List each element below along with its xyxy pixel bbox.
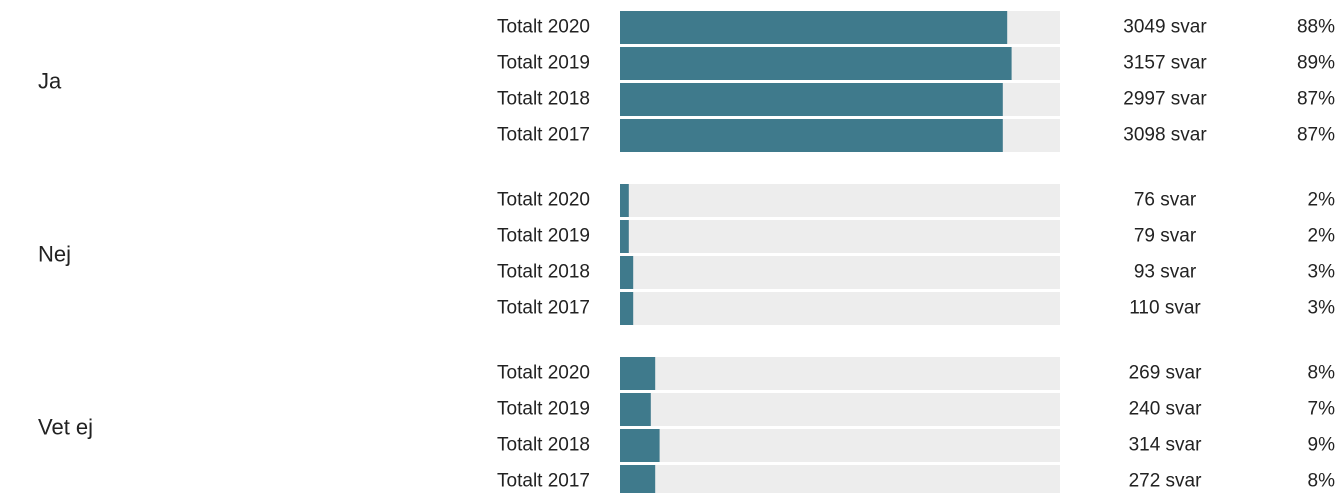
bar	[620, 184, 629, 217]
percent-label: 88%	[1297, 17, 1335, 38]
row-label: Totalt 2017	[497, 125, 590, 146]
bar-track	[620, 465, 1060, 493]
row-label: Totalt 2018	[497, 262, 590, 283]
count-label: 314 svar	[1129, 435, 1203, 456]
row-label: Totalt 2020	[497, 363, 590, 384]
count-label: 240 svar	[1129, 399, 1203, 420]
count-label: 79 svar	[1134, 226, 1197, 247]
bar	[620, 83, 1003, 116]
percent-label: 87%	[1297, 125, 1335, 146]
bar	[620, 465, 656, 493]
count-label: 3049 svar	[1123, 17, 1207, 38]
percent-label: 8%	[1308, 471, 1336, 492]
bar	[620, 256, 634, 289]
group-label: Ja	[38, 68, 62, 93]
count-label: 272 svar	[1129, 471, 1203, 492]
count-label: 2997 svar	[1123, 89, 1207, 110]
bar-track	[620, 429, 1060, 462]
bar	[620, 220, 629, 253]
percent-label: 2%	[1308, 226, 1336, 247]
percent-label: 9%	[1308, 435, 1336, 456]
percent-label: 89%	[1297, 53, 1335, 74]
count-label: 76 svar	[1134, 190, 1197, 211]
row-label: Totalt 2019	[497, 226, 590, 247]
row-label: Totalt 2020	[497, 17, 590, 38]
count-label: 3157 svar	[1123, 53, 1207, 74]
bar	[620, 292, 634, 325]
bar-track	[620, 184, 1060, 217]
percent-label: 3%	[1308, 262, 1336, 283]
bar-track	[620, 393, 1060, 426]
row-label: Totalt 2018	[497, 89, 590, 110]
bar	[620, 429, 660, 462]
bar-track	[620, 292, 1060, 325]
row-label: Totalt 2019	[497, 399, 590, 420]
percent-label: 2%	[1308, 190, 1336, 211]
bar	[620, 11, 1008, 44]
row-label: Totalt 2017	[497, 298, 590, 319]
group-label: Vet ej	[38, 414, 93, 439]
bar-track	[620, 220, 1060, 253]
row-label: Totalt 2020	[497, 190, 590, 211]
count-label: 93 svar	[1134, 262, 1197, 283]
count-label: 110 svar	[1129, 298, 1201, 319]
row-label: Totalt 2019	[497, 53, 590, 74]
bar	[620, 393, 651, 426]
percent-label: 8%	[1308, 363, 1336, 384]
percent-label: 87%	[1297, 89, 1335, 110]
row-label: Totalt 2017	[497, 471, 590, 492]
percent-label: 7%	[1308, 399, 1336, 420]
bar	[620, 47, 1012, 80]
percent-label: 3%	[1308, 298, 1336, 319]
row-label: Totalt 2018	[497, 435, 590, 456]
bar	[620, 119, 1003, 152]
bar-track	[620, 357, 1060, 390]
bar	[620, 357, 656, 390]
group-label: Nej	[38, 241, 71, 266]
count-label: 3098 svar	[1123, 125, 1207, 146]
bar-track	[620, 256, 1060, 289]
count-label: 269 svar	[1129, 363, 1203, 384]
